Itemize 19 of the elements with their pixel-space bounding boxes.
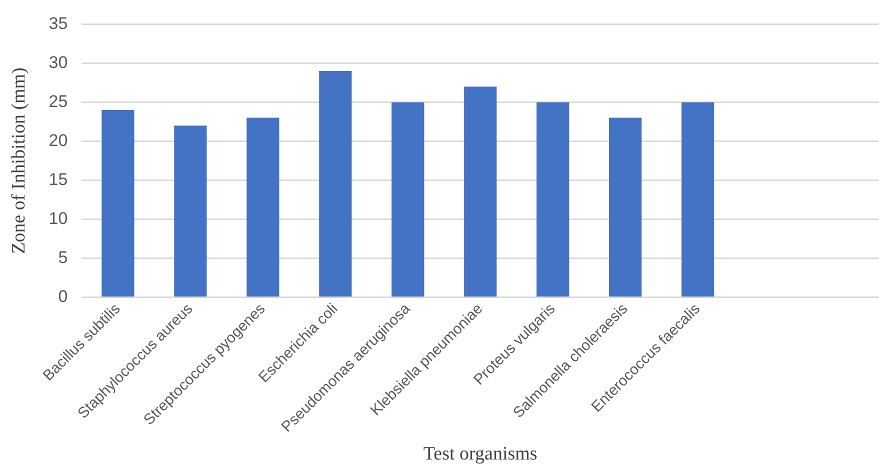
- bar: [609, 118, 642, 296]
- bar: [319, 71, 352, 296]
- y-tick-label: 15: [48, 170, 68, 189]
- y-tick-label: 20: [48, 130, 68, 150]
- bar: [392, 102, 424, 296]
- bar: [246, 118, 280, 296]
- y-tick-label: 5: [58, 248, 68, 267]
- bar: [536, 102, 570, 296]
- x-axis-title: Test organisms: [423, 444, 538, 465]
- y-tick-label: 25: [48, 92, 68, 111]
- y-axis-title: Zone of Inhibition (mm): [8, 68, 30, 254]
- y-tick-label: 10: [48, 208, 68, 228]
- bar: [681, 102, 714, 296]
- y-tick-label: 30: [48, 52, 68, 72]
- bar: [464, 86, 497, 296]
- bar: [174, 126, 207, 296]
- bar: [102, 110, 134, 296]
- y-tick-label: 35: [48, 14, 68, 33]
- y-tick-label: 0: [58, 286, 68, 306]
